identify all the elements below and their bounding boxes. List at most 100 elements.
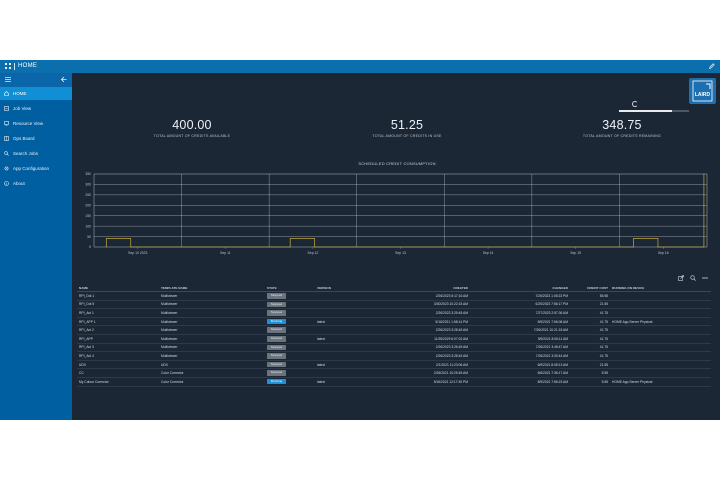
table-row[interactable]: UDX UDX Stopped latest 2/1/2021 11:23:06 AM 6… xyxy=(77,360,711,370)
column-header-version[interactable]: VERSION xyxy=(315,285,370,292)
table-row[interactable]: RPI_Act 4 Multiviewer Stopped 2/26/2023 3:2… xyxy=(77,351,711,361)
sidebar-item-label: HOME xyxy=(13,91,27,96)
column-header-template[interactable]: TEMPLATE NAME xyxy=(159,285,265,292)
table-row[interactable]: RPI_Act 3 Multiviewer Stopped 2/26/2023 3:2… xyxy=(77,343,711,353)
state-badge[interactable]: Running xyxy=(267,378,286,385)
cell-device xyxy=(610,351,711,361)
sidebar-item-label: App Configuration xyxy=(13,166,50,171)
y-tick-label: 100 xyxy=(85,224,91,228)
stat-label: TOTAL AMOUNT OF CREDITS AVAILABLE xyxy=(153,134,231,138)
sidebar-item-label: Ops Board xyxy=(13,136,35,141)
cell-name: RPI_Dot 5 xyxy=(77,300,159,310)
cell-state: Stopped xyxy=(265,334,315,344)
cell-name: RPI_APP 1 xyxy=(77,317,159,327)
state-badge[interactable]: Stopped xyxy=(267,327,286,333)
cell-changed: 8/9/2021 7:56:23 AM xyxy=(470,377,570,387)
data-point xyxy=(633,246,634,248)
sidebar-item-about[interactable]: About xyxy=(0,177,72,190)
state-badge[interactable]: Stopped xyxy=(267,353,286,359)
cell-changed: 5/9/2021 7:56:08 AM xyxy=(470,317,570,327)
cell-version: latest xyxy=(315,377,370,387)
cell-cost: 5.55 xyxy=(570,368,610,378)
series-line xyxy=(105,174,705,248)
cell-created: 2/26/2023 3:26:45 AM xyxy=(370,343,470,353)
jobs-table: NAME TEMPLATE NAME STATE VERSION CREATED CHAN… xyxy=(77,285,711,387)
board-icon xyxy=(4,136,9,141)
state-badge[interactable]: Running xyxy=(267,318,286,325)
stat-value: 51.25 xyxy=(390,118,424,132)
sidebar-item-home[interactable]: HOME xyxy=(0,87,72,100)
column-header-cost[interactable]: CREDIT COST xyxy=(570,285,610,292)
state-badge[interactable]: Stopped xyxy=(267,301,286,308)
sidebar-item-resource-view[interactable]: Resource View xyxy=(0,117,72,130)
search-icon[interactable] xyxy=(690,275,696,281)
cell-version xyxy=(315,343,370,353)
table-row[interactable]: RPI_Act 1 Multiviewer Stopped 2/26/2023 3:2… xyxy=(77,308,711,318)
collapse-arrow-icon[interactable] xyxy=(61,76,67,83)
y-tick-label: 200 xyxy=(85,203,91,207)
stat-credits-remaining: 348.75 TOTAL AMOUNT OF CREDITS REMAINING xyxy=(557,118,687,138)
app-window: HOME HOME Job View Resource View Ops Board S… xyxy=(0,60,720,420)
table-row[interactable]: RPI_Act 2 Multiviewer Stopped 2/26/2023 3:2… xyxy=(77,325,711,335)
data-point xyxy=(130,238,132,240)
state-badge[interactable]: Stopped xyxy=(267,370,286,376)
state-badge[interactable]: Stopped xyxy=(267,344,286,351)
table-row[interactable]: RPI_APP 1 Multiviewer Running latest 5/18/20… xyxy=(77,317,711,327)
data-point xyxy=(703,246,705,248)
sidebar-item-job-view[interactable]: Job View xyxy=(0,102,72,115)
data-point xyxy=(657,238,659,240)
cell-device xyxy=(610,308,711,318)
app-grid-icon[interactable] xyxy=(5,63,11,69)
cell-version xyxy=(315,300,370,310)
cell-device xyxy=(610,300,711,310)
data-point xyxy=(130,246,132,248)
cell-name: RPI_Act 4 xyxy=(77,351,159,361)
table-row[interactable]: CC Color Corrector Stopped 2/26/2021 10:25:… xyxy=(77,368,711,378)
table-row[interactable]: My Colour Corrector Color Corrector Runnin… xyxy=(77,377,711,387)
stat-value: 348.75 xyxy=(602,118,642,132)
sidebar-item-search-jobs[interactable]: Search Jobs xyxy=(0,147,72,160)
data-point xyxy=(314,246,316,248)
cell-template: Multiviewer xyxy=(159,317,265,327)
column-header-created[interactable]: CREATED xyxy=(370,285,470,292)
data-point xyxy=(703,173,705,175)
sidebar-item-app-configuration[interactable]: App Configuration xyxy=(0,162,72,175)
column-header-device[interactable]: RUNNING ON DEVICE xyxy=(610,285,711,292)
cell-template: Multiviewer xyxy=(159,300,265,310)
table-row[interactable]: RPI_APP Multiviewer Stopped latest 11/25/202… xyxy=(77,334,711,344)
cell-changed: 6/6/2021 7:36:17 AM xyxy=(470,368,570,378)
cell-cost: 21.55 xyxy=(570,300,610,310)
menu-icon[interactable] xyxy=(5,77,11,82)
cell-state: Stopped xyxy=(265,325,315,335)
cell-version xyxy=(315,368,370,378)
table-row[interactable]: RPI_Dot 5 Multiviewer Stopped 3/30/2023 10:… xyxy=(77,300,711,310)
column-header-name[interactable]: NAME xyxy=(77,285,159,292)
state-badge[interactable]: Stopped xyxy=(267,310,286,316)
cell-template: Multiviewer xyxy=(159,308,265,318)
cell-changed: 7/26/2021 3:30:44 AM xyxy=(470,351,570,361)
sidebar: HOME Job View Resource View Ops Board Search… xyxy=(0,73,72,420)
state-badge[interactable]: Stopped xyxy=(267,293,286,299)
more-icon[interactable] xyxy=(702,275,708,281)
cell-device xyxy=(610,334,711,344)
cell-state: Stopped xyxy=(265,291,315,301)
table-row[interactable]: RPI_Dot 1 Multiviewer Stopped 2/26/2023 5:1… xyxy=(77,291,711,301)
cell-version: latest xyxy=(315,334,370,344)
cell-version: latest xyxy=(315,317,370,327)
cell-changed: 6/25/2023 7:56:17 PM xyxy=(470,300,570,310)
share-icon[interactable] xyxy=(678,275,684,281)
state-badge[interactable]: Stopped xyxy=(267,336,286,342)
cell-device xyxy=(610,325,711,335)
sidebar-item-ops-board[interactable]: Ops Board xyxy=(0,132,72,145)
column-header-changed[interactable]: CHANGED xyxy=(470,285,570,292)
cell-template: Multiviewer xyxy=(159,334,265,344)
column-header-state[interactable]: STATE xyxy=(265,285,315,292)
state-badge[interactable]: Stopped xyxy=(267,361,286,368)
stat-label: TOTAL AMOUNT OF CREDITS REMAINING xyxy=(582,134,662,138)
edit-icon[interactable] xyxy=(709,63,715,69)
y-tick-label: 350 xyxy=(85,172,91,176)
main-content: LAIRD 400.00 TOTAL AMOUNT OF CREDITS AVA… xyxy=(72,73,720,420)
y-tick-label: 50 xyxy=(87,235,91,239)
chart-title: SCHEDULED CREDIT CONSUMPTION xyxy=(358,161,436,166)
data-point xyxy=(633,238,634,240)
